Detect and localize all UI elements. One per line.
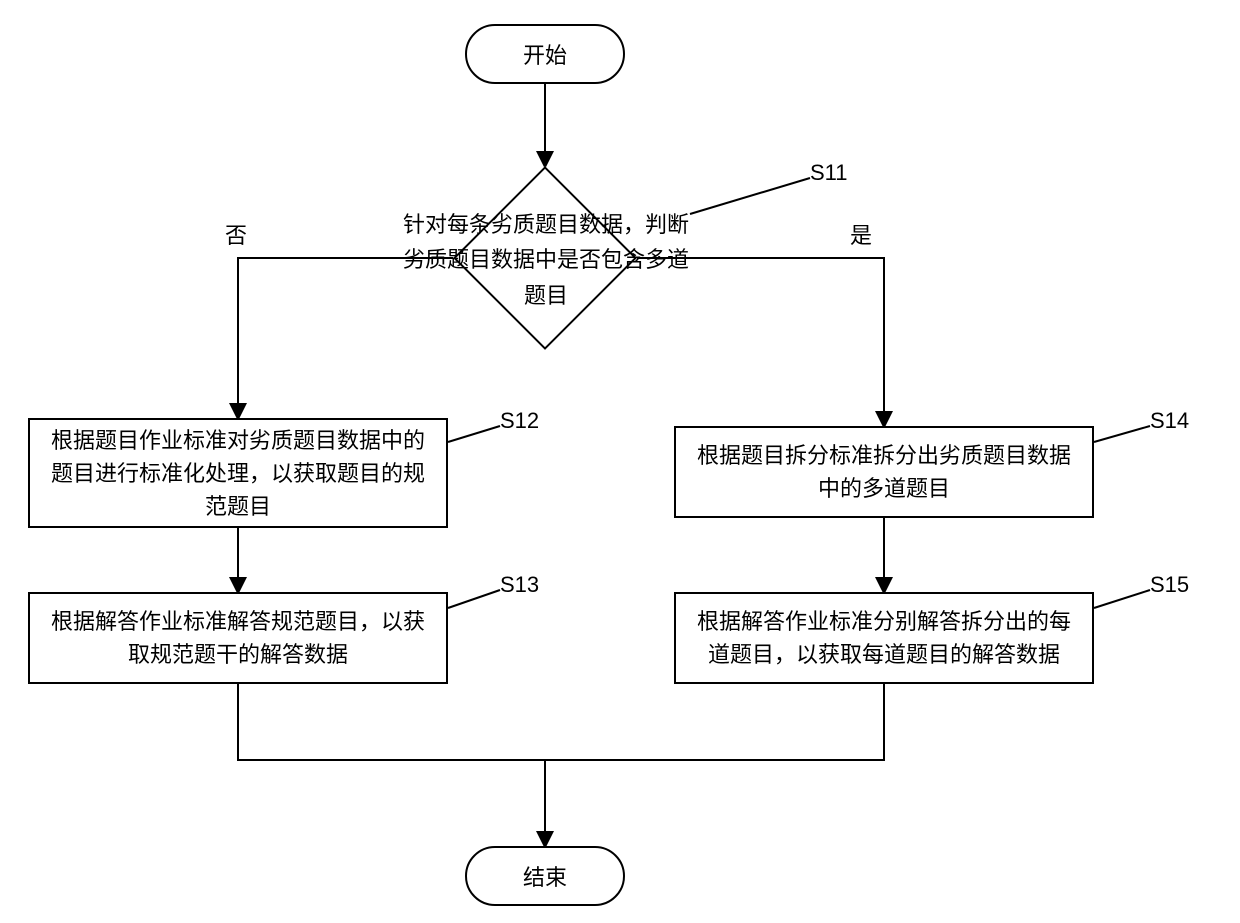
s13-node: 根据解答作业标准解答规范题目，以获 取规范题干的解答数据 bbox=[28, 592, 448, 684]
edge bbox=[448, 426, 500, 442]
s15-node: 根据解答作业标准分别解答拆分出的每 道题目，以获取每道题目的解答数据 bbox=[674, 592, 1094, 684]
decision-text: 针对每条劣质题目数据，判断 劣质题目数据中是否包含多道 题目 bbox=[381, 210, 711, 310]
step-label-s11: S11 bbox=[810, 160, 848, 186]
edge bbox=[238, 684, 545, 760]
start-node: 开始 bbox=[465, 24, 625, 84]
step-label-s15: S15 bbox=[1150, 572, 1189, 598]
edge bbox=[448, 590, 500, 608]
s14-node: 根据题目拆分标准拆分出劣质题目数据 中的多道题目 bbox=[674, 426, 1094, 518]
s12-node: 根据题目作业标准对劣质题目数据中的 题目进行标准化处理，以获取题目的规 范题目 bbox=[28, 418, 448, 528]
start-label: 开始 bbox=[523, 38, 567, 70]
end-node: 结束 bbox=[465, 846, 625, 906]
end-label: 结束 bbox=[523, 860, 567, 892]
edge-label-no: 否 bbox=[225, 218, 247, 250]
edge bbox=[690, 178, 810, 214]
step-label-s14: S14 bbox=[1150, 408, 1189, 434]
edge bbox=[1094, 426, 1150, 442]
edge-label-yes: 是 bbox=[850, 218, 872, 250]
step-label-s12: S12 bbox=[500, 408, 539, 434]
flowchart-canvas: 开始 针对每条劣质题目数据，判断 劣质题目数据中是否包含多道 题目 根据题目作业… bbox=[0, 0, 1240, 923]
edge bbox=[545, 684, 884, 760]
edge bbox=[1094, 590, 1150, 608]
step-label-s13: S13 bbox=[500, 572, 539, 598]
